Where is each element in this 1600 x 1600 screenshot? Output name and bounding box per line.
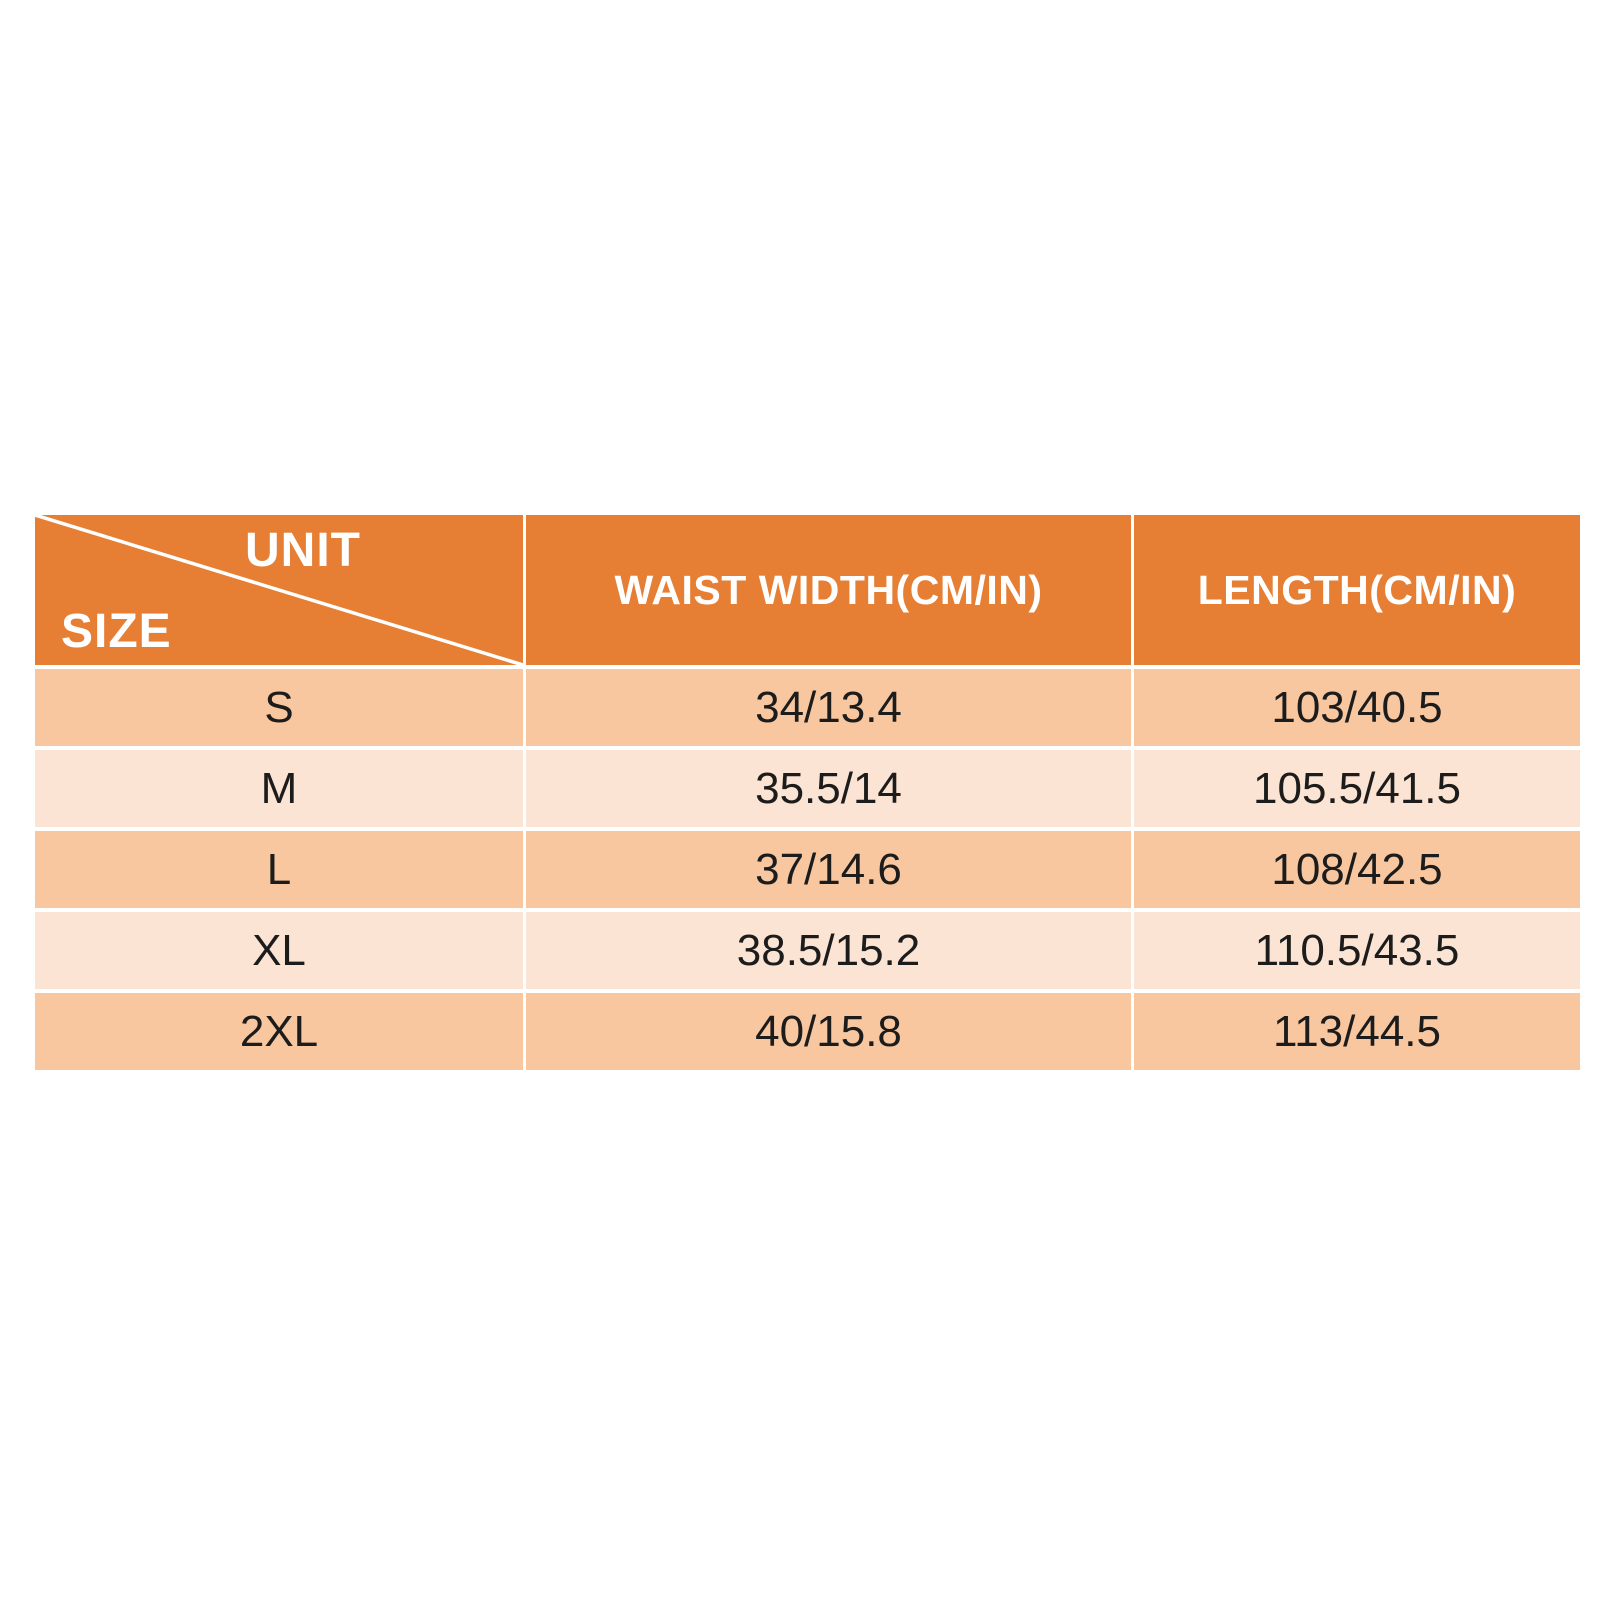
length-cell-2xl: 113/44.5 [1134, 993, 1580, 1070]
length-cell-l: 108/42.5 [1134, 831, 1580, 908]
length-column-header: LENGTH(CM/IN) [1134, 515, 1580, 665]
size-cell-m: M [35, 750, 523, 827]
diagonal-divider-line [35, 515, 523, 665]
waist-cell-xl: 38.5/15.2 [526, 912, 1131, 989]
length-cell-xl: 110.5/43.5 [1134, 912, 1580, 989]
size-cell-s: S [35, 669, 523, 746]
size-chart-table: UNIT SIZE WAIST WIDTH(CM/IN) LENGTH(CM/I… [35, 515, 1580, 1070]
size-header-label: SIZE [61, 605, 172, 658]
length-cell-s: 103/40.5 [1134, 669, 1580, 746]
waist-cell-l: 37/14.6 [526, 831, 1131, 908]
waist-cell-m: 35.5/14 [526, 750, 1131, 827]
size-cell-xl: XL [35, 912, 523, 989]
waist-width-column-header: WAIST WIDTH(CM/IN) [526, 515, 1131, 665]
size-cell-l: L [35, 831, 523, 908]
length-cell-m: 105.5/41.5 [1134, 750, 1580, 827]
waist-cell-s: 34/13.4 [526, 669, 1131, 746]
unit-header-label: UNIT [245, 524, 361, 577]
corner-header-cell: UNIT SIZE [35, 515, 523, 665]
size-cell-2xl: 2XL [35, 993, 523, 1070]
waist-cell-2xl: 40/15.8 [526, 993, 1131, 1070]
